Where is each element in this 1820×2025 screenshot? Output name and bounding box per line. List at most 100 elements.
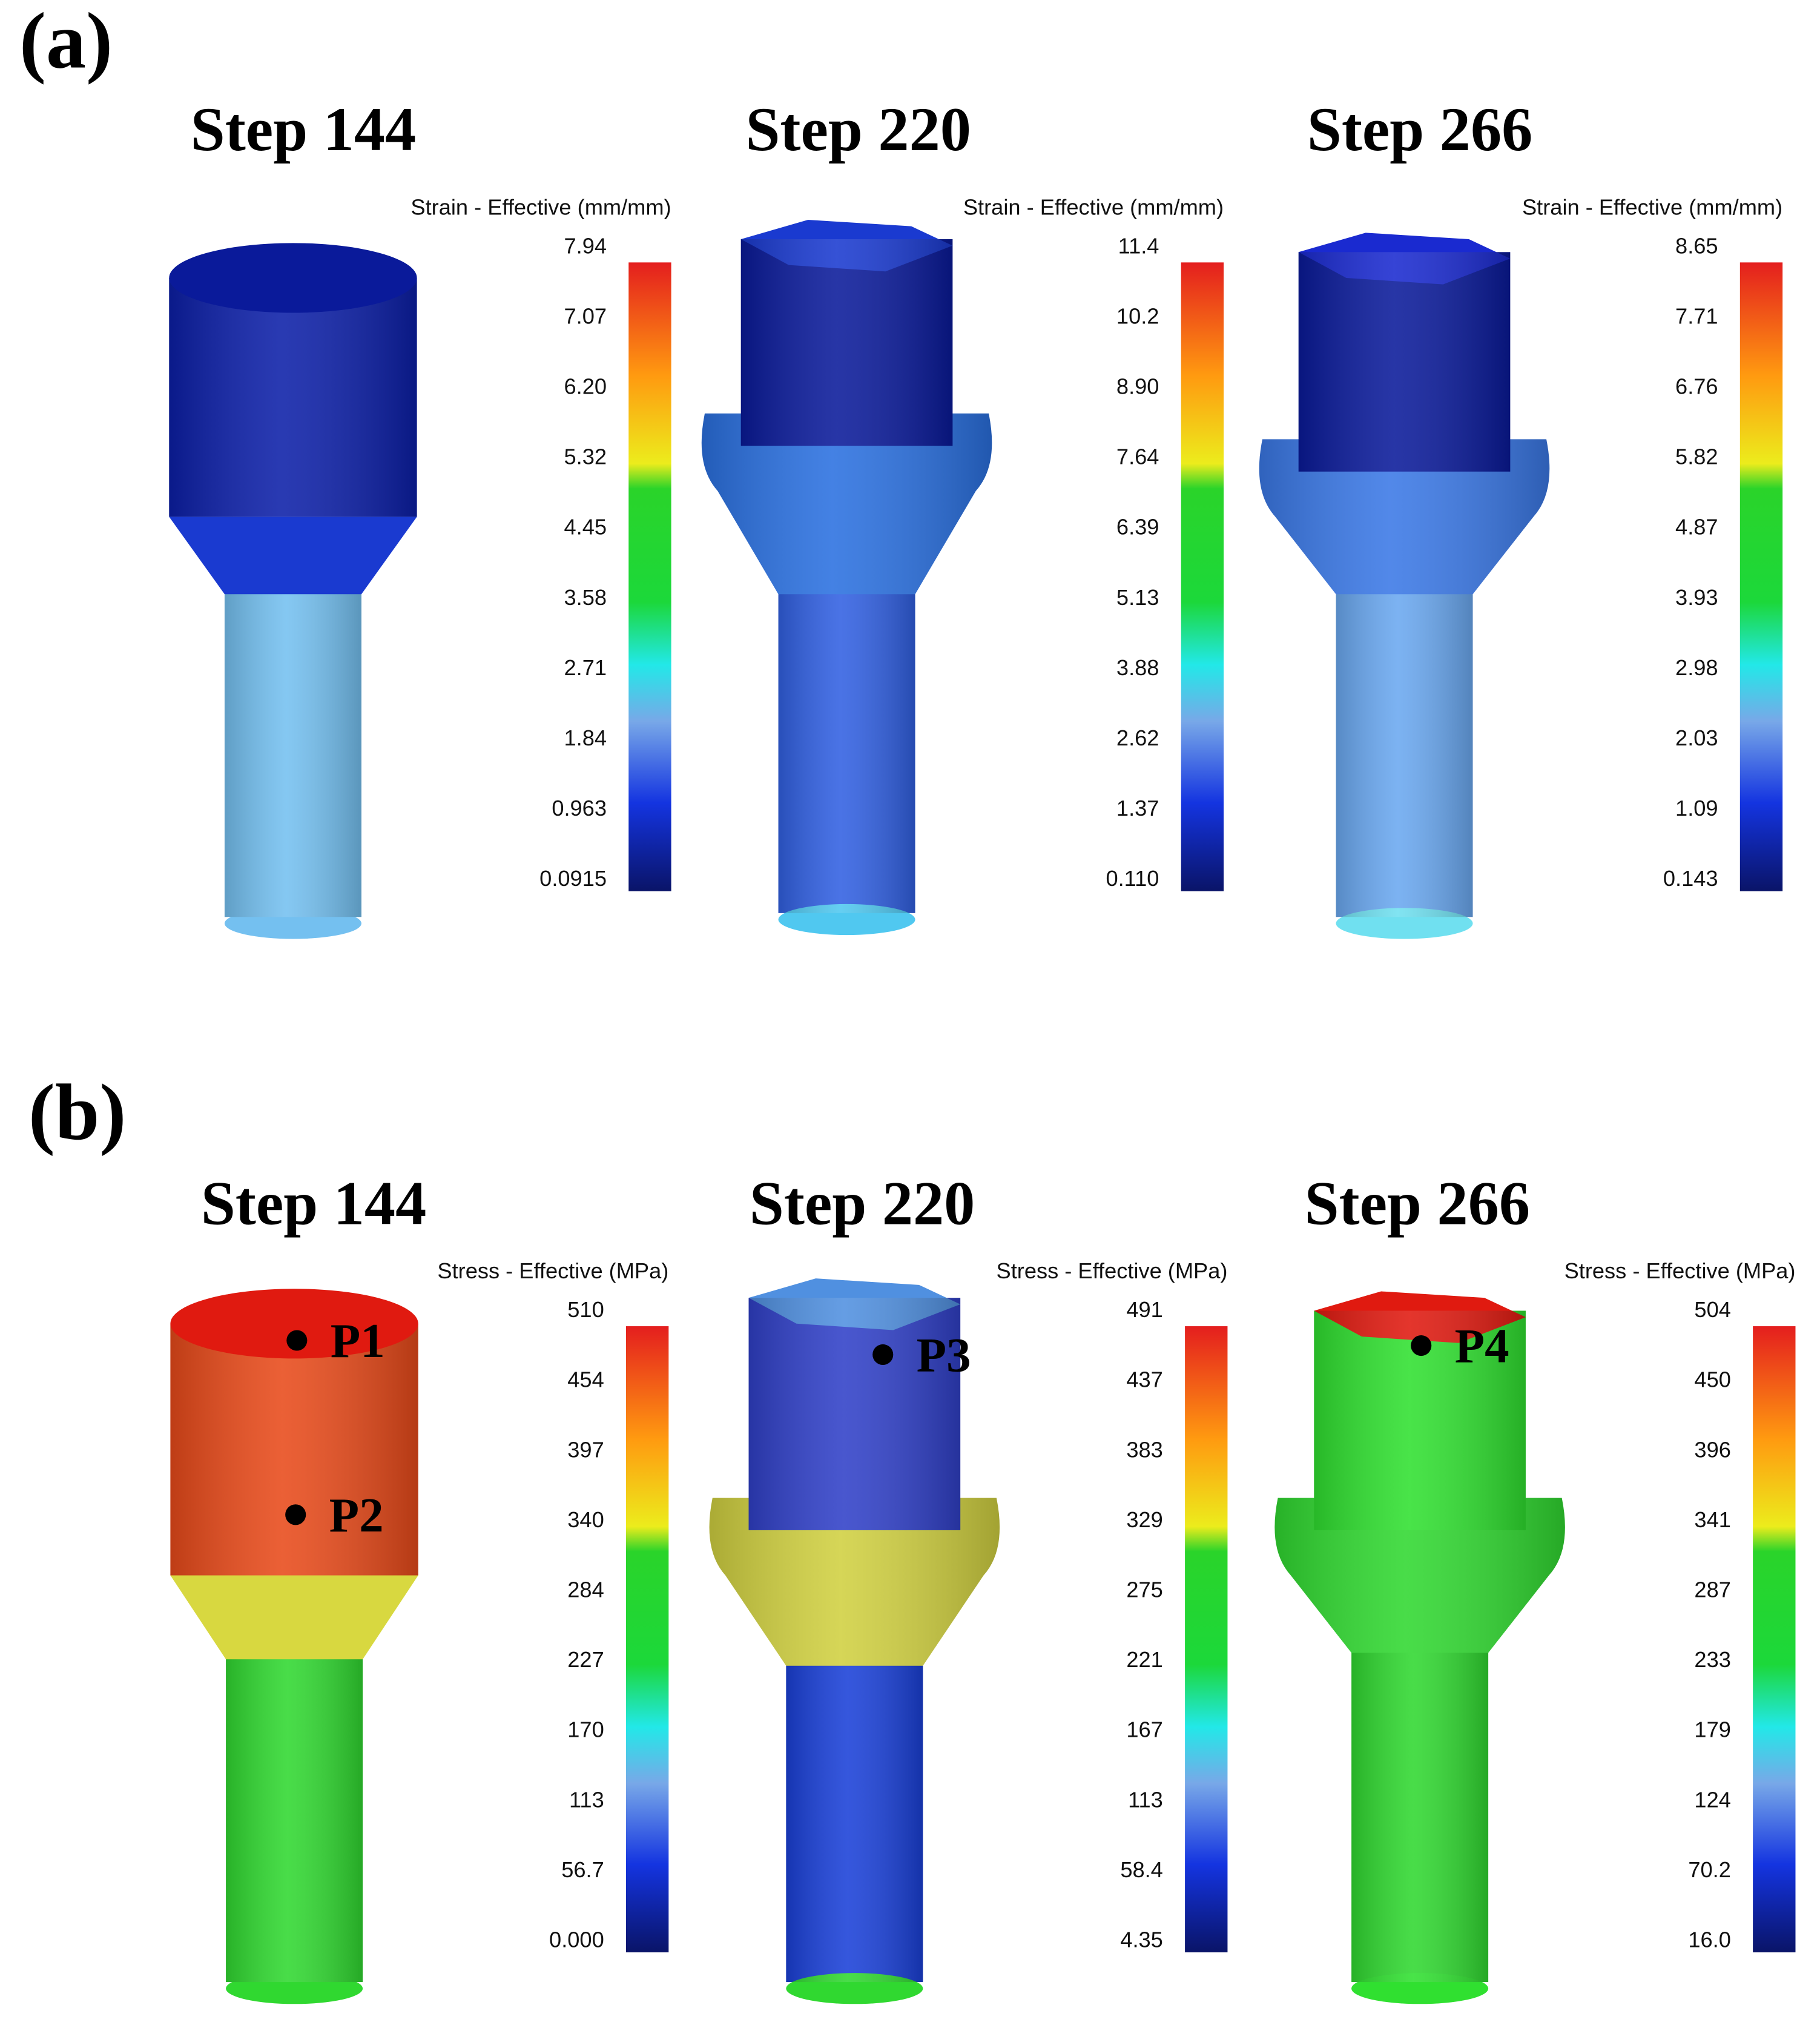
scale-label: 233 — [1694, 1647, 1730, 1672]
scale-label: 6.39 — [1116, 515, 1159, 540]
scale-label: 3.88 — [1116, 655, 1159, 680]
scale-label: 58.4 — [1120, 1857, 1163, 1882]
bolt-flange-shade — [1259, 439, 1550, 595]
scale-label: 341 — [1694, 1507, 1730, 1532]
scale-label: 4.87 — [1675, 515, 1718, 540]
point-marker — [285, 1504, 306, 1525]
scale-label: 396 — [1694, 1437, 1730, 1462]
scale-label: 2.62 — [1116, 725, 1159, 750]
scale-label: 3.93 — [1675, 585, 1718, 610]
panel-label: (b) — [28, 1068, 127, 1157]
point-marker — [872, 1344, 894, 1366]
scale-label: 1.09 — [1675, 796, 1718, 821]
legend-title: Stress - Effective (MPa) — [1564, 1258, 1796, 1283]
scale-label: 124 — [1694, 1787, 1730, 1812]
step-title: Step 220 — [750, 1170, 975, 1238]
step-title: Step 144 — [201, 1170, 426, 1238]
scale-label: 8.65 — [1675, 233, 1718, 258]
color-bar — [628, 262, 671, 891]
scale-label: 11.4 — [1118, 233, 1159, 258]
color-bar — [625, 1326, 669, 1953]
scale-label: 0.110 — [1106, 866, 1159, 891]
scale-label: 340 — [567, 1507, 604, 1532]
scale-label: 113 — [1128, 1787, 1163, 1812]
scale-label: 167 — [1126, 1717, 1162, 1742]
scale-label: 2.03 — [1675, 725, 1718, 750]
scale-label: 275 — [1126, 1577, 1162, 1602]
scale-label: 8.90 — [1116, 374, 1159, 399]
legend-title: Strain - Effective (mm/mm) — [963, 194, 1224, 219]
scale-label: 0.963 — [552, 796, 607, 821]
bolt-cone — [169, 517, 417, 595]
scale-label: 6.76 — [1675, 374, 1718, 399]
step-title: Step 144 — [191, 96, 416, 164]
point-label: P4 — [1455, 1319, 1509, 1373]
scale-label: 329 — [1126, 1507, 1162, 1532]
point-label: P1 — [331, 1313, 385, 1368]
scale-label: 4.45 — [564, 515, 607, 540]
scale-label: 227 — [567, 1647, 604, 1672]
scale-label: 1.84 — [564, 725, 607, 750]
bolt-head-shade — [1298, 252, 1511, 472]
scale-label: 10.2 — [1116, 304, 1159, 329]
scale-label: 287 — [1694, 1577, 1730, 1602]
scale-label: 170 — [567, 1717, 604, 1742]
scale-label: 1.37 — [1116, 796, 1159, 821]
color-bar — [1739, 262, 1783, 891]
point-marker — [286, 1330, 308, 1351]
bolt-head-shade — [740, 239, 953, 446]
scale-label: 5.13 — [1116, 585, 1159, 610]
scale-label: 397 — [567, 1437, 604, 1462]
step-title: Step 266 — [1305, 1170, 1530, 1238]
color-bar — [1185, 1326, 1228, 1953]
scale-label: 437 — [1126, 1367, 1162, 1392]
step-title: Step 220 — [746, 96, 971, 164]
scale-label: 56.7 — [561, 1857, 604, 1882]
scale-label: 7.71 — [1675, 304, 1718, 329]
bolt-head-top — [170, 1289, 418, 1359]
scale-label: 179 — [1694, 1717, 1730, 1742]
bolt-shade — [778, 587, 915, 913]
bolt-cone — [170, 1575, 418, 1660]
scale-label: 450 — [1694, 1367, 1730, 1392]
bolt-shade — [786, 1659, 923, 1983]
scale-label: 7.64 — [1116, 444, 1159, 469]
bolt-flange-shade — [1274, 1498, 1565, 1653]
color-bar — [1181, 262, 1224, 891]
scale-label: 383 — [1126, 1437, 1162, 1462]
scale-label: 7.94 — [564, 233, 607, 258]
legend-title: Stress - Effective (MPa) — [437, 1258, 668, 1283]
bolt-head-top — [169, 243, 417, 313]
scale-label: 7.07 — [564, 304, 607, 329]
scale-label: 4.35 — [1120, 1928, 1163, 1952]
legend-title: Stress - Effective (MPa) — [997, 1258, 1228, 1283]
legend-title: Strain - Effective (mm/mm) — [1522, 194, 1782, 219]
scale-label: 5.82 — [1675, 444, 1718, 469]
bolt-flange-shade — [709, 1498, 1000, 1666]
bolt-shade — [226, 1653, 363, 1983]
bolt-head-shade — [169, 277, 417, 517]
bolt-head-shade — [748, 1298, 961, 1530]
scale-label: 510 — [567, 1297, 604, 1322]
bolt-shade — [1336, 587, 1473, 917]
bolt-head-shade — [170, 1323, 418, 1576]
bolt-shade — [224, 587, 361, 917]
scale-label: 6.20 — [564, 374, 607, 399]
panel-label: (a) — [19, 0, 113, 85]
point-label: P2 — [329, 1488, 384, 1542]
point-label: P3 — [917, 1328, 971, 1382]
scale-label: 2.71 — [564, 655, 607, 680]
scale-label: 3.58 — [564, 585, 607, 610]
legend-title: Strain - Effective (mm/mm) — [410, 194, 671, 219]
scale-label: 0.000 — [549, 1928, 604, 1952]
step-title: Step 266 — [1307, 96, 1532, 164]
scale-label: 0.143 — [1663, 866, 1718, 891]
point-marker — [1411, 1335, 1432, 1356]
scale-label: 16.0 — [1688, 1928, 1731, 1952]
scale-label: 0.0915 — [539, 866, 607, 891]
bolt-flange-shade — [701, 413, 992, 595]
scale-label: 70.2 — [1688, 1857, 1731, 1882]
scale-label: 284 — [567, 1577, 604, 1602]
scale-label: 221 — [1126, 1647, 1162, 1672]
